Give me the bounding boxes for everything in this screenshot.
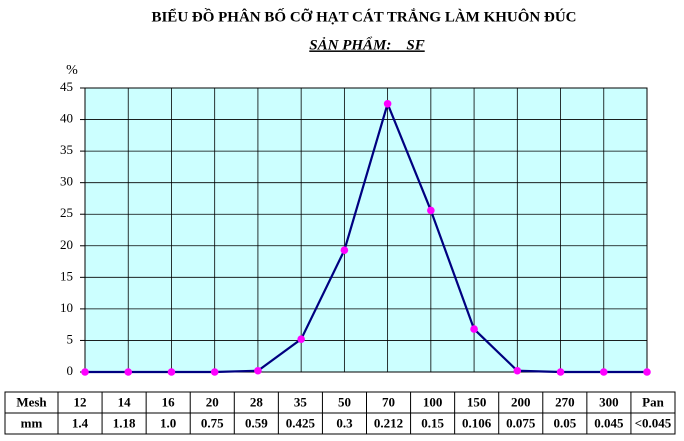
mm-label: 0.59	[245, 415, 268, 430]
data-point	[556, 368, 565, 376]
y-tick-label: 35	[60, 142, 73, 157]
x-tick-label: 270	[555, 394, 575, 409]
data-point	[297, 335, 305, 343]
y-tick-label: 0	[67, 363, 74, 378]
mm-label: <0.045	[635, 415, 672, 430]
x-tick-label: 28	[250, 394, 264, 409]
mm-label: 0.075	[506, 415, 536, 430]
mm-label: 0.3	[336, 415, 353, 430]
x-tick-label: 35	[294, 394, 308, 409]
x-tick-label: 200	[511, 394, 531, 409]
y-tick-label: 30	[60, 174, 73, 189]
mm-label: 1.4	[72, 415, 89, 430]
x-tick-label: 150	[467, 394, 487, 409]
x-tick-label: 100	[423, 394, 443, 409]
x-tick-label: Pan	[642, 394, 664, 409]
chart-title: BIỂU ĐỒ PHÂN BỐ CỠ HẠT CÁT TRẮNG LÀM KHU…	[151, 7, 576, 25]
row-header: Mesh	[16, 394, 47, 409]
data-point	[383, 99, 392, 108]
x-tick-label: 12	[74, 394, 87, 409]
data-point	[513, 366, 522, 375]
mm-label: 0.15	[421, 415, 444, 430]
x-tick-label: 16	[162, 394, 176, 409]
chart-subtitle: SẢN PHẨM: SF	[309, 35, 424, 53]
y-tick-label: 20	[60, 237, 73, 252]
y-axis-label: %	[66, 63, 78, 78]
mm-label: 1.18	[113, 415, 136, 430]
mm-label: 0.425	[286, 415, 316, 430]
x-tick-label: 300	[599, 394, 619, 409]
mm-label: 0.75	[201, 415, 224, 430]
mm-label: 1.0	[160, 415, 176, 430]
mm-label: 0.045	[594, 415, 624, 430]
x-tick-label: 20	[206, 394, 219, 409]
x-tick-label: 14	[118, 394, 132, 409]
mm-label: 0.106	[462, 415, 492, 430]
data-point	[167, 368, 176, 376]
y-tick-label: 10	[60, 300, 73, 315]
data-point	[427, 206, 435, 215]
x-tick-label: 50	[338, 394, 351, 409]
data-point	[254, 366, 262, 375]
y-tick-label: 5	[67, 331, 74, 346]
data-point	[124, 368, 133, 376]
mm-label: 0.05	[553, 415, 576, 430]
data-point	[210, 368, 219, 376]
data-point	[643, 368, 651, 376]
plot-area	[84, 87, 648, 373]
data-line	[85, 100, 647, 374]
data-point	[470, 325, 478, 333]
y-tick-label: 45	[60, 79, 73, 94]
y-tick-label: 15	[60, 268, 73, 283]
y-tick-label: 40	[60, 111, 73, 126]
data-point	[81, 368, 89, 376]
data-point	[599, 368, 608, 376]
row-header: mm	[21, 415, 43, 430]
mm-label: 0.212	[374, 415, 403, 430]
y-tick-label: 25	[60, 205, 73, 220]
data-point	[340, 246, 349, 254]
x-tick-label: 70	[382, 394, 395, 409]
